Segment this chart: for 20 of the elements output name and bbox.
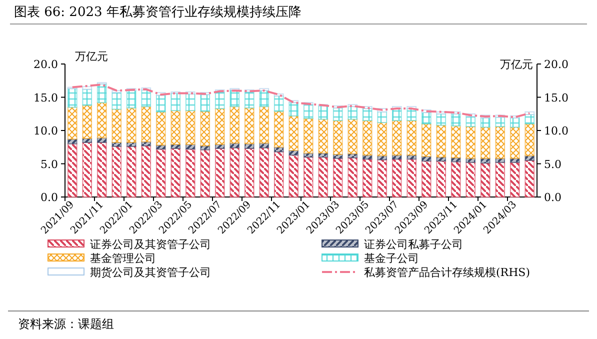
y-tick-label: 0.0 <box>40 191 58 204</box>
y2-tick-label: 10.0 <box>544 124 568 138</box>
y2-tick-label: 15.0 <box>544 91 568 104</box>
y-axis-title: 万亿元 <box>75 50 108 63</box>
y2-tick-label: 5.0 <box>544 158 562 171</box>
y2-tick-label: 20.0 <box>544 58 568 71</box>
legend-label: 基金管理公司 <box>90 252 156 265</box>
y-tick-label: 5.0 <box>40 158 58 171</box>
chart-title: 图表 66: 2023 年私募资管行业存续规模持续压降 <box>14 5 302 20</box>
y2-axis-title: 万亿元 <box>500 58 533 71</box>
y-tick-label: 20.0 <box>34 58 58 71</box>
y-tick-label: 15.0 <box>34 91 58 104</box>
legend-label: 私募资管产品合计存续规模(RHS) <box>364 266 530 279</box>
legend-label: 证券公司私募子公司 <box>364 238 463 251</box>
legend-label: 基金子公司 <box>364 252 419 265</box>
text: 资料来源：课题组 <box>18 317 114 331</box>
y-tick-label: 10.0 <box>34 124 58 138</box>
legend-label: 证券公司及其资管子公司 <box>90 238 211 251</box>
y2-tick-label: 0.0 <box>544 191 562 204</box>
legend-label: 期货公司及其资管子公司 <box>90 266 211 279</box>
